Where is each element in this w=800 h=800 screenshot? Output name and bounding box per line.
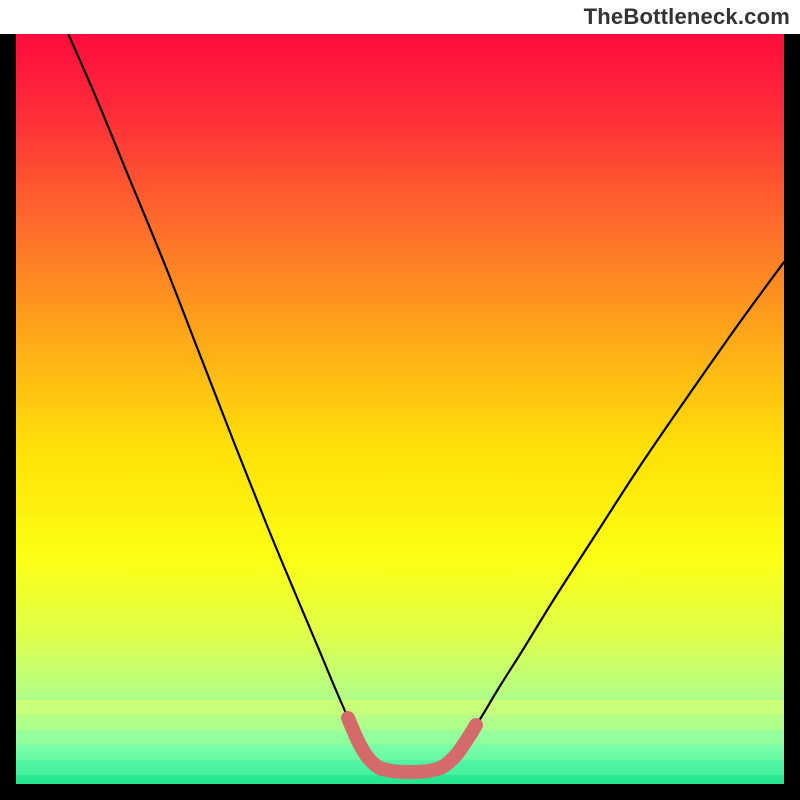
bottom-band: [16, 730, 784, 745]
border-left: [0, 0, 16, 800]
bottom-band: [16, 715, 784, 730]
watermark-text: TheBottleneck.com: [584, 4, 790, 30]
bottleneck-chart: TheBottleneck.com: [0, 0, 800, 800]
chart-canvas: [0, 0, 800, 800]
bottom-band: [16, 745, 784, 760]
border-right: [784, 0, 800, 800]
plot-background: [16, 34, 784, 784]
border-bottom: [0, 784, 800, 800]
bottom-band: [16, 700, 784, 715]
